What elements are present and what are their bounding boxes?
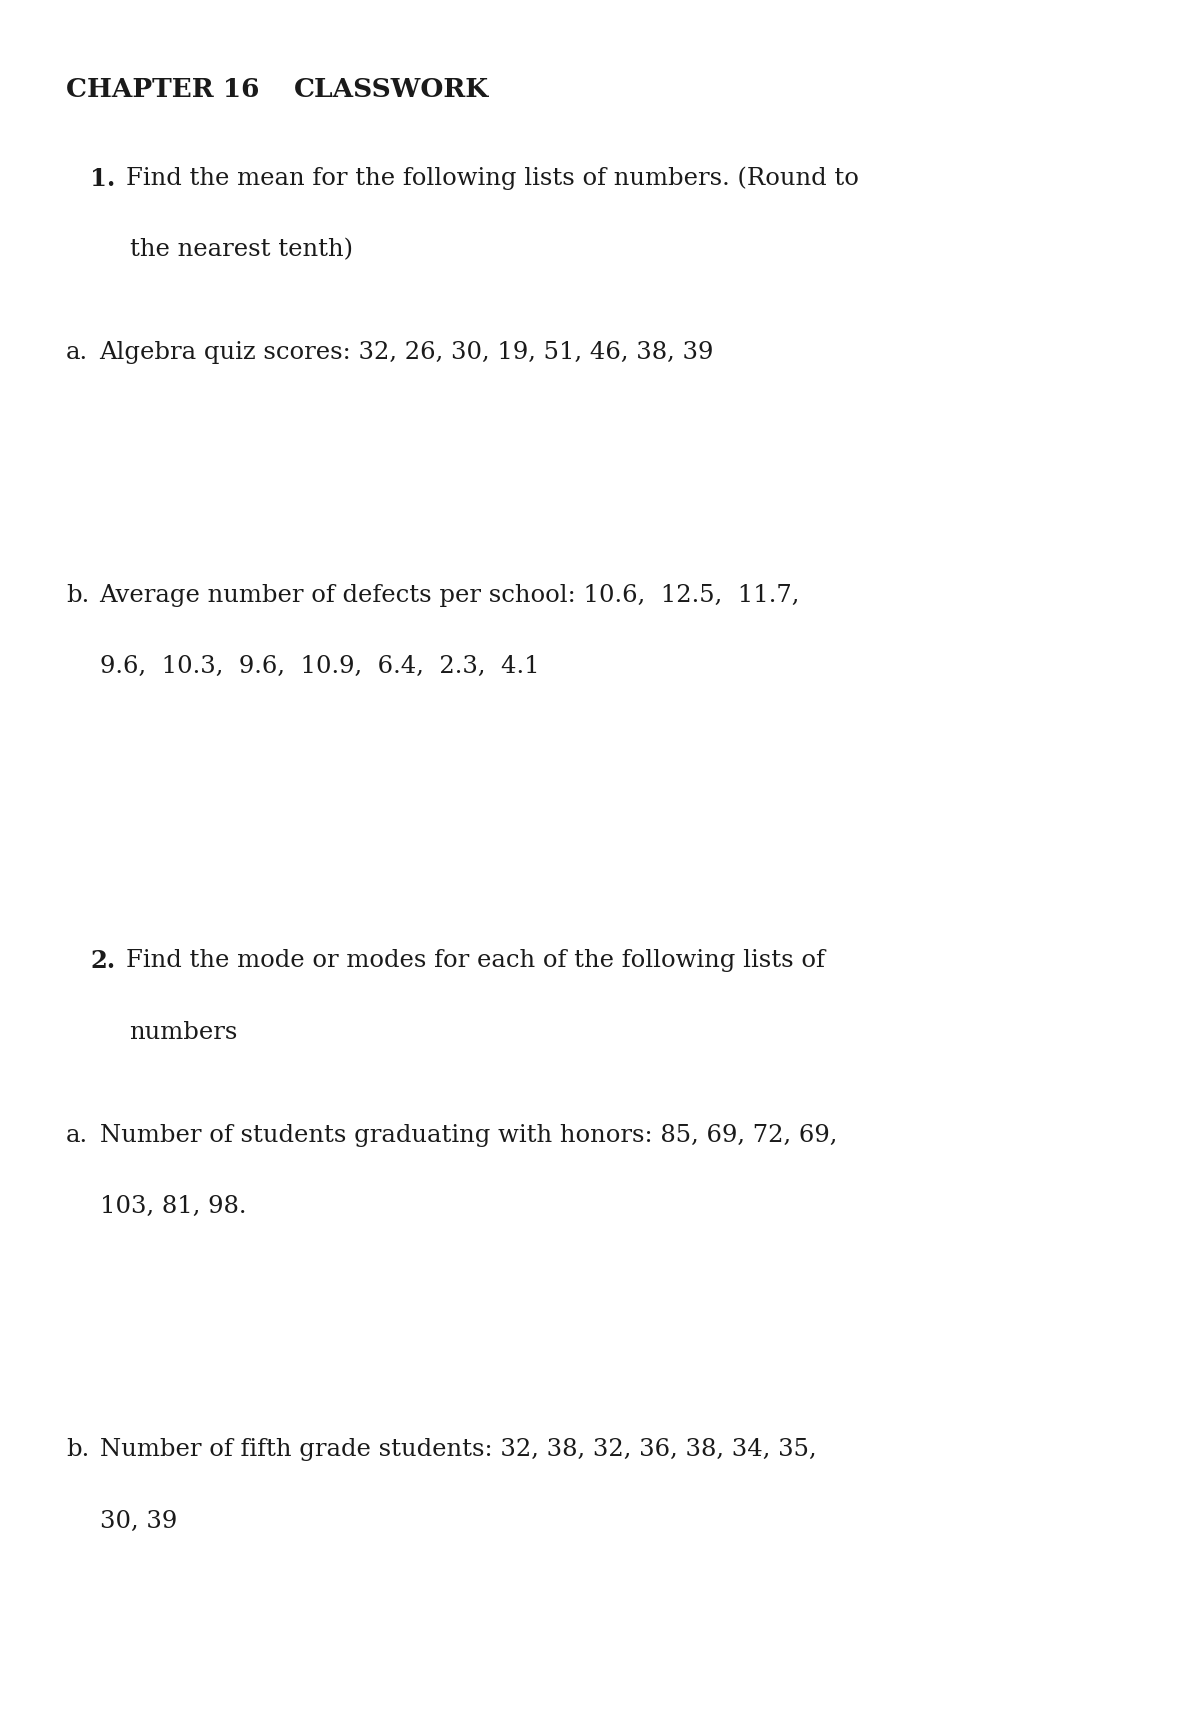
Text: Find the mean for the following lists of numbers. (Round to: Find the mean for the following lists of… bbox=[126, 167, 859, 190]
Text: 2.: 2. bbox=[90, 950, 115, 974]
Text: 1.: 1. bbox=[90, 167, 115, 191]
Text: CHAPTER 16: CHAPTER 16 bbox=[66, 77, 259, 103]
Text: Number of students graduating with honors: 85, 69, 72, 69,: Number of students graduating with honor… bbox=[100, 1125, 836, 1147]
Text: 30, 39: 30, 39 bbox=[100, 1511, 176, 1533]
Text: the nearest tenth): the nearest tenth) bbox=[130, 239, 353, 261]
Text: Algebra quiz scores: 32, 26, 30, 19, 51, 46, 38, 39: Algebra quiz scores: 32, 26, 30, 19, 51,… bbox=[100, 342, 714, 364]
Text: Find the mode or modes for each of the following lists of: Find the mode or modes for each of the f… bbox=[126, 950, 824, 972]
Text: numbers: numbers bbox=[130, 1022, 238, 1044]
Text: 9.6,  10.3,  9.6,  10.9,  6.4,  2.3,  4.1: 9.6, 10.3, 9.6, 10.9, 6.4, 2.3, 4.1 bbox=[100, 656, 539, 678]
Text: 103, 81, 98.: 103, 81, 98. bbox=[100, 1196, 246, 1219]
Text: Average number of defects per school: 10.6,  12.5,  11.7,: Average number of defects per school: 10… bbox=[100, 584, 800, 607]
Text: a.: a. bbox=[66, 342, 88, 364]
Text: CLASSWORK: CLASSWORK bbox=[294, 77, 490, 103]
Text: b.: b. bbox=[66, 584, 89, 607]
Text: a.: a. bbox=[66, 1125, 88, 1147]
Text: Number of fifth grade students: 32, 38, 32, 36, 38, 34, 35,: Number of fifth grade students: 32, 38, … bbox=[100, 1439, 816, 1461]
Text: b.: b. bbox=[66, 1439, 89, 1461]
